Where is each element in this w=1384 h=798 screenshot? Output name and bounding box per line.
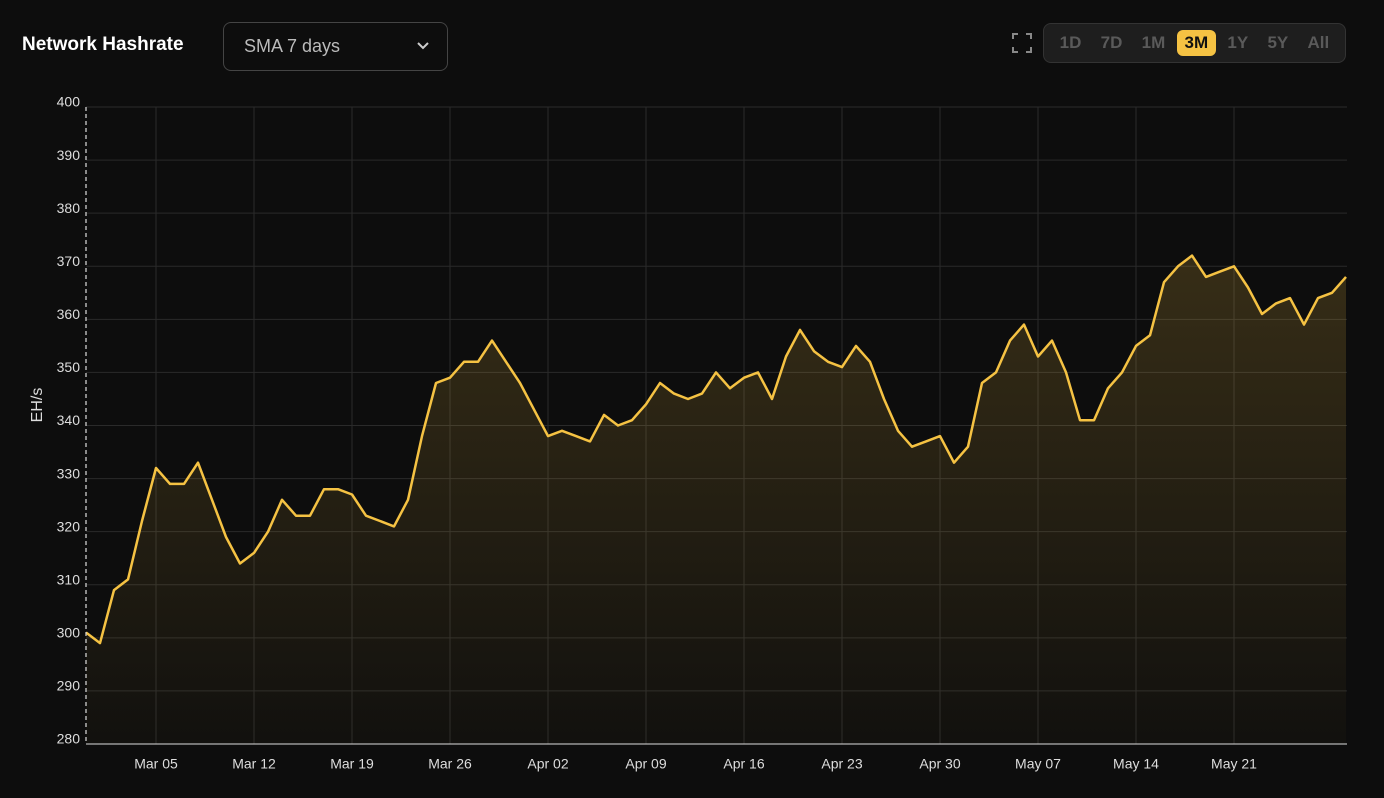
y-tick-label: 370 <box>57 253 81 269</box>
page-title: Network Hashrate <box>22 34 184 55</box>
x-tick-label: Mar 26 <box>428 756 472 772</box>
range-button[interactable]: All <box>1307 33 1330 52</box>
x-tick-label: Apr 30 <box>919 756 960 772</box>
x-tick-label: Apr 23 <box>821 756 862 772</box>
line <box>85 254 1347 645</box>
x-tick-label: May 21 <box>1211 756 1257 772</box>
x-tick-label: Mar 19 <box>330 756 374 772</box>
y-tick-label: 350 <box>57 359 81 375</box>
x-tick-label: Mar 05 <box>134 756 178 772</box>
y-tick-label: 390 <box>57 147 81 163</box>
y-tick-label: 380 <box>57 200 81 216</box>
range-button[interactable]: 1M <box>1141 33 1166 52</box>
chevron-icon <box>417 42 429 50</box>
x-tick-label: May 14 <box>1113 756 1159 772</box>
dropdown-label: SMA 7 days <box>244 36 341 56</box>
y-tick-label: 300 <box>57 625 81 641</box>
range-button[interactable]: 5Y <box>1267 33 1289 52</box>
y-tick-label: 340 <box>57 412 81 428</box>
sma-dropdown[interactable]: SMA 7 days <box>223 22 448 71</box>
y-tick-label: 360 <box>57 306 81 322</box>
range-button[interactable]: 1Y <box>1227 33 1249 52</box>
x-tick-label: May 07 <box>1015 756 1061 772</box>
x-tick-label: Mar 12 <box>232 756 276 772</box>
y-tick-label: 290 <box>57 678 81 694</box>
y-tick-label: 330 <box>57 465 81 481</box>
x-tick-label: Apr 16 <box>723 756 764 772</box>
range-button[interactable]: 3M <box>1176 30 1217 56</box>
range-button[interactable]: 7D <box>1100 33 1123 52</box>
area <box>86 255 1346 744</box>
x-tick-label: Apr 09 <box>625 756 666 772</box>
range-selector: 1D 7D 1M 3M 1Y 5Y All <box>1043 23 1346 63</box>
fullscreen-button[interactable] <box>1012 33 1032 53</box>
y-tick-label: 310 <box>57 571 81 587</box>
x-tick-label: Apr 02 <box>527 756 568 772</box>
y-axis-label: EH/s <box>29 388 46 423</box>
y-tick-label: 280 <box>57 731 81 747</box>
y-tick-label: 320 <box>57 518 81 534</box>
y-tick-label: 400 <box>57 94 81 110</box>
range-button[interactable]: 1D <box>1059 33 1082 52</box>
